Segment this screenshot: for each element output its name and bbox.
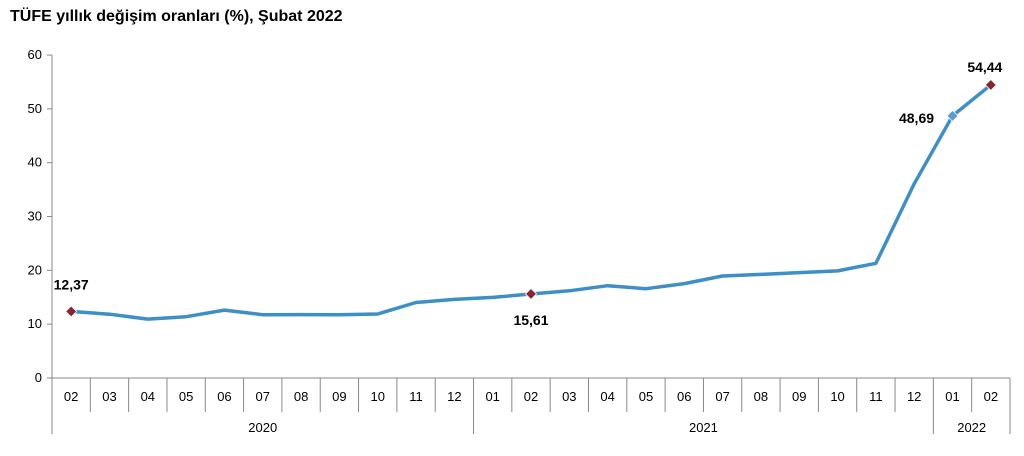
x-tick-label: 03 <box>102 389 116 404</box>
y-tick-label: 60 <box>28 47 42 62</box>
data-point-marker <box>946 109 959 122</box>
x-tick-label: 12 <box>907 389 921 404</box>
x-tick-label: 02 <box>64 389 78 404</box>
x-tick-label: 09 <box>792 389 806 404</box>
x-tick-label: 05 <box>179 389 193 404</box>
x-tick-label: 07 <box>256 389 270 404</box>
x-tick-label: 11 <box>869 389 883 404</box>
x-tick-label: 02 <box>984 389 998 404</box>
x-tick-label: 07 <box>715 389 729 404</box>
year-label: 2020 <box>248 420 277 435</box>
x-tick-label: 04 <box>141 389 155 404</box>
x-tick-label: 04 <box>600 389 614 404</box>
y-tick-label: 40 <box>28 155 42 170</box>
data-label: 15,61 <box>513 312 548 328</box>
y-tick-label: 20 <box>28 262 42 277</box>
x-tick-label: 01 <box>945 389 959 404</box>
year-label: 2021 <box>689 420 718 435</box>
x-tick-label: 06 <box>217 389 231 404</box>
x-tick-label: 01 <box>485 389 499 404</box>
year-label: 2022 <box>957 420 986 435</box>
y-tick-label: 50 <box>28 101 42 116</box>
data-label: 48,69 <box>899 110 934 126</box>
data-point-marker <box>984 78 997 91</box>
x-tick-label: 06 <box>677 389 691 404</box>
x-tick-label: 02 <box>524 389 538 404</box>
y-tick-label: 0 <box>35 370 42 385</box>
x-tick-label: 10 <box>830 389 844 404</box>
x-tick-label: 10 <box>370 389 384 404</box>
x-tick-label: 05 <box>639 389 653 404</box>
data-point-marker <box>65 305 78 318</box>
data-label: 12,37 <box>54 276 89 292</box>
x-tick-label: 03 <box>562 389 576 404</box>
x-tick-label: 11 <box>409 389 423 404</box>
y-tick-label: 30 <box>28 209 42 224</box>
y-tick-label: 10 <box>28 316 42 331</box>
x-tick-label: 09 <box>332 389 346 404</box>
data-point-marker <box>524 287 538 301</box>
x-tick-label: 12 <box>447 389 461 404</box>
x-tick-label: 08 <box>294 389 308 404</box>
data-label: 54,44 <box>967 59 1002 75</box>
series-line <box>69 83 993 321</box>
chart-title: TÜFE yıllık değişim oranları (%), Şubat … <box>10 8 343 25</box>
x-tick-label: 08 <box>754 389 768 404</box>
